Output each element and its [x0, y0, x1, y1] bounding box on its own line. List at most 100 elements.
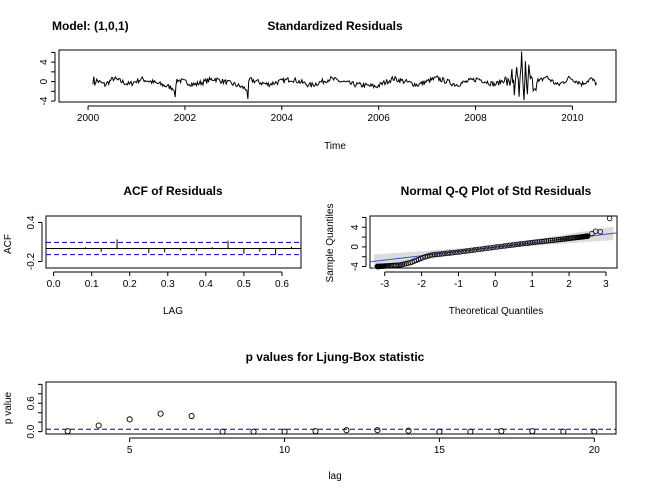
qq-point: [471, 247, 477, 253]
ljungbox-y-tick-label: 0.0: [26, 424, 37, 438]
acf-y-tick-label: -0.2: [26, 252, 37, 270]
acf-title: ACF of Residuals: [123, 184, 223, 198]
qq-point: [589, 230, 595, 237]
residuals-x-tick-label: 2008: [464, 113, 487, 124]
qq-point: [432, 251, 438, 258]
acf-y-tick-label: 0.4: [26, 215, 37, 229]
acf-panel: ACF of Residuals LAG ACF 0.0 0.1 0.2 0.3 0.4…: [3, 184, 302, 317]
qq-point: [506, 242, 513, 248]
qq-point: [424, 253, 431, 259]
qq-point: [550, 237, 556, 243]
qq-xlabel: Theoretical Quantiles: [449, 306, 544, 317]
qq-point: [485, 245, 491, 251]
qq-point: [554, 237, 560, 243]
qq-point: [468, 247, 475, 253]
ljungbox-y-tick-label: 0.6: [26, 396, 37, 410]
qq-ylabel: Sample Quantiles: [325, 204, 336, 283]
qq-point: [606, 215, 613, 222]
qq-point: [457, 249, 464, 255]
ljungbox-xlabel: lag: [328, 471, 341, 482]
qq-point: [447, 250, 453, 256]
ljungbox-panel: p values for Ljung-Box statistic lag p v…: [3, 350, 617, 482]
residuals-x-tick-label: 2006: [368, 113, 391, 124]
qq-x-tick-label: 0: [493, 279, 499, 290]
residuals-plot-frame: [58, 49, 617, 103]
ljungbox-plot-frame: [45, 381, 617, 435]
qq-axes: -3 -2 -1 0 1 2 3 -4 0 4: [350, 216, 609, 290]
qq-x-tick-label: 3: [603, 279, 609, 290]
qq-y-tick-label: 0: [350, 244, 361, 250]
qq-point: [437, 251, 443, 257]
ljungbox-x-tick-label: 10: [279, 445, 291, 456]
qq-panel: Normal Q-Q Plot of Std Residuals Theoret…: [325, 184, 618, 317]
ljungbox-point: [467, 428, 474, 435]
qq-x-tick-label: -2: [417, 279, 426, 290]
ljungbox-point: [219, 428, 226, 435]
acf-x-tick-label: 0.5: [237, 279, 251, 290]
qq-point: [394, 262, 401, 268]
acf-x-tick-label: 0.2: [123, 279, 137, 290]
residuals-x-tick-label: 2000: [77, 113, 100, 124]
qq-point: [434, 251, 440, 257]
qq-y-tick-label: -4: [350, 262, 361, 271]
qq-point: [479, 246, 486, 252]
residuals-line: [92, 51, 598, 101]
qq-point: [501, 243, 507, 249]
qq-point: [517, 241, 523, 247]
ljungbox-axes: 5 10 15 20 0.0 0.6: [26, 383, 601, 456]
ljungbox-point: [188, 412, 195, 420]
qq-point: [597, 228, 604, 235]
ljungbox-point: [405, 427, 412, 434]
ljungbox-point: [281, 428, 288, 435]
ljungbox-point: [374, 427, 381, 434]
ljungbox-point: [529, 428, 536, 435]
ljungbox-point: [126, 416, 133, 423]
qq-point: [444, 250, 451, 256]
qq-point: [460, 248, 466, 255]
acf-x-tick-label: 0.3: [161, 279, 175, 290]
qq-point: [455, 249, 461, 255]
qq-point: [512, 241, 518, 248]
residuals-series: [92, 51, 598, 101]
qq-point: [552, 237, 558, 243]
qq-y-tick-label: 4: [350, 224, 361, 230]
ljungbox-ylabel: p value: [3, 391, 14, 424]
ljungbox-point: [250, 428, 257, 435]
acf-xlabel: LAG: [163, 306, 183, 317]
qq-point: [466, 247, 472, 254]
residuals-panel: Standardized Residuals Time 2000 2002 2004…: [39, 19, 617, 152]
ljungbox-point: [498, 428, 505, 435]
qq-point: [477, 246, 483, 252]
qq-point: [463, 248, 469, 254]
qq-point: [452, 249, 458, 256]
ljungbox-point: [95, 422, 102, 429]
qq-plot-frame: [369, 215, 618, 269]
ljungbox-points: [46, 410, 616, 435]
qq-point: [439, 251, 445, 257]
qq-point: [482, 245, 488, 252]
residuals-title: Standardized Residuals: [267, 19, 403, 33]
qq-point: [514, 241, 521, 247]
ljungbox-point: [560, 428, 567, 435]
residuals-x-tick-label: 2004: [271, 113, 294, 124]
qq-x-tick-label: 2: [566, 279, 572, 290]
qq-x-tick-label: -1: [454, 279, 463, 290]
qq-point: [498, 243, 505, 250]
ljungbox-point: [343, 427, 350, 434]
acf-x-tick-label: 0.1: [85, 279, 99, 290]
ljungbox-x-tick-label: 20: [589, 445, 601, 456]
acf-bars: [46, 239, 301, 256]
qq-point: [474, 246, 480, 253]
residuals-x-tick-label: 2002: [174, 113, 197, 124]
residuals-xlabel: Time: [324, 141, 346, 152]
ljungbox-point: [157, 410, 164, 417]
acf-x-tick-label: 0.0: [47, 279, 61, 290]
qq-point: [584, 233, 591, 239]
qq-point: [519, 240, 526, 247]
residuals-y-tick-label: 4: [39, 59, 50, 65]
qq-x-tick-label: -3: [380, 279, 389, 290]
qq-point: [488, 245, 494, 251]
qq-point: [548, 237, 554, 244]
residuals-y-tick-label: -4: [39, 96, 50, 105]
qq-point: [496, 243, 502, 250]
